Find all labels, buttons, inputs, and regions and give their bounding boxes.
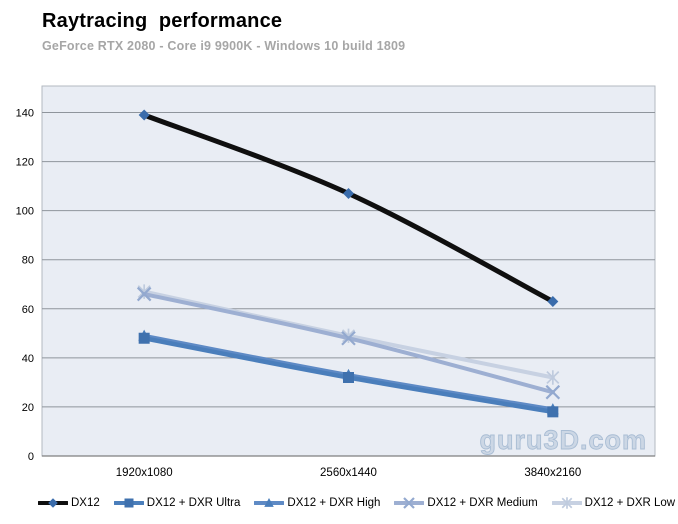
legend-label-dx12-dxr-ultra: DX12 + DXR Ultra — [146, 497, 241, 509]
data-point-marker-dx12-dxr-ultra — [547, 406, 559, 418]
x-tick-label: 2560x1440 — [320, 467, 377, 479]
y-tick-label: 20 — [22, 402, 34, 414]
legend-label-dx12: DX12 — [71, 497, 100, 509]
x-tick-label: 3840x2160 — [524, 467, 581, 479]
legend-marker-diamond-icon — [48, 498, 58, 508]
legend-marker-x-icon — [403, 497, 416, 509]
data-point-marker-dx12-dxr-medium — [545, 384, 561, 400]
y-tick-label: 140 — [16, 108, 34, 120]
chart-header: Raytracing performance GeForce RTX 2080 … — [42, 10, 405, 53]
legend-label-dx12-dxr-medium: DX12 + DXR Medium — [427, 497, 538, 509]
chart-title: Raytracing performance — [42, 10, 283, 32]
data-point-marker-dx12-dxr-ultra — [343, 371, 354, 383]
y-tick-label: 0 — [28, 451, 34, 463]
chart-legend: DX12 DX12 + DXR Ultra DX12 + DXR High DX12 … — [38, 491, 675, 515]
legend-marker-asterisk-icon — [561, 497, 573, 509]
y-tick-label: 120 — [16, 157, 34, 169]
legend-item-dx12-dxr-medium: DX12 + DXR Medium — [394, 496, 538, 510]
series-dx12 — [138, 109, 559, 307]
legend-item-dx12-dxr-high: DX12 + DXR High — [254, 496, 380, 510]
legend-item-dx12: DX12 — [38, 496, 100, 510]
legend-label-dx12-dxr-high: DX12 + DXR High — [287, 497, 381, 509]
series-dx12-dxr-medium — [136, 286, 561, 400]
legend-swatch-dx12-dxr-high — [254, 498, 285, 507]
legend-item-dx12-dxr-ultra: DX12 + DXR Ultra — [113, 496, 241, 510]
y-tick-label: 100 — [16, 206, 34, 218]
legend-label-dx12-dxr-low: DX12 + DXR Low — [584, 497, 676, 509]
data-point-marker-dx12-dxr-ultra — [138, 332, 150, 344]
legend-swatch-dx12-dxr-ultra — [113, 498, 144, 508]
plot-area — [41, 85, 656, 457]
y-tick-label: 40 — [22, 353, 34, 365]
y-tick-label: 60 — [22, 304, 34, 316]
legend-swatch-dx12-dxr-medium — [394, 497, 425, 509]
y-axis-labels: 0 20 40 60 80 100 120 140 — [16, 108, 34, 463]
series-dx12-dxr-ultra — [138, 332, 559, 418]
series-dx12-dxr-low — [137, 284, 560, 385]
legend-item-dx12-dxr-low: DX12 + DXR Low — [551, 496, 676, 510]
legend-swatch-dx12-dxr-low — [551, 497, 582, 509]
legend-marker-square-icon — [124, 498, 134, 508]
legend-swatch-dx12 — [38, 498, 68, 508]
data-point-marker-dx12 — [343, 187, 354, 199]
watermark-logo: guru3D.com — [479, 425, 647, 455]
data-point-marker-dx12 — [547, 295, 559, 307]
legend-marker-triangle-icon — [264, 498, 275, 507]
x-tick-label: 1920x1080 — [116, 467, 173, 479]
chart-subtitle: GeForce RTX 2080 - Core i9 9900K - Windo… — [42, 39, 406, 53]
data-point-marker-dx12-dxr-medium — [341, 330, 356, 346]
x-axis-labels: 1920x1080 2560x1440 3840x2160 — [116, 467, 582, 479]
data-point-marker-dx12-dxr-medium — [136, 286, 152, 302]
data-point-marker-dx12-dxr-low — [546, 370, 560, 385]
y-tick-label: 80 — [22, 255, 34, 267]
data-point-marker-dx12 — [138, 109, 150, 121]
